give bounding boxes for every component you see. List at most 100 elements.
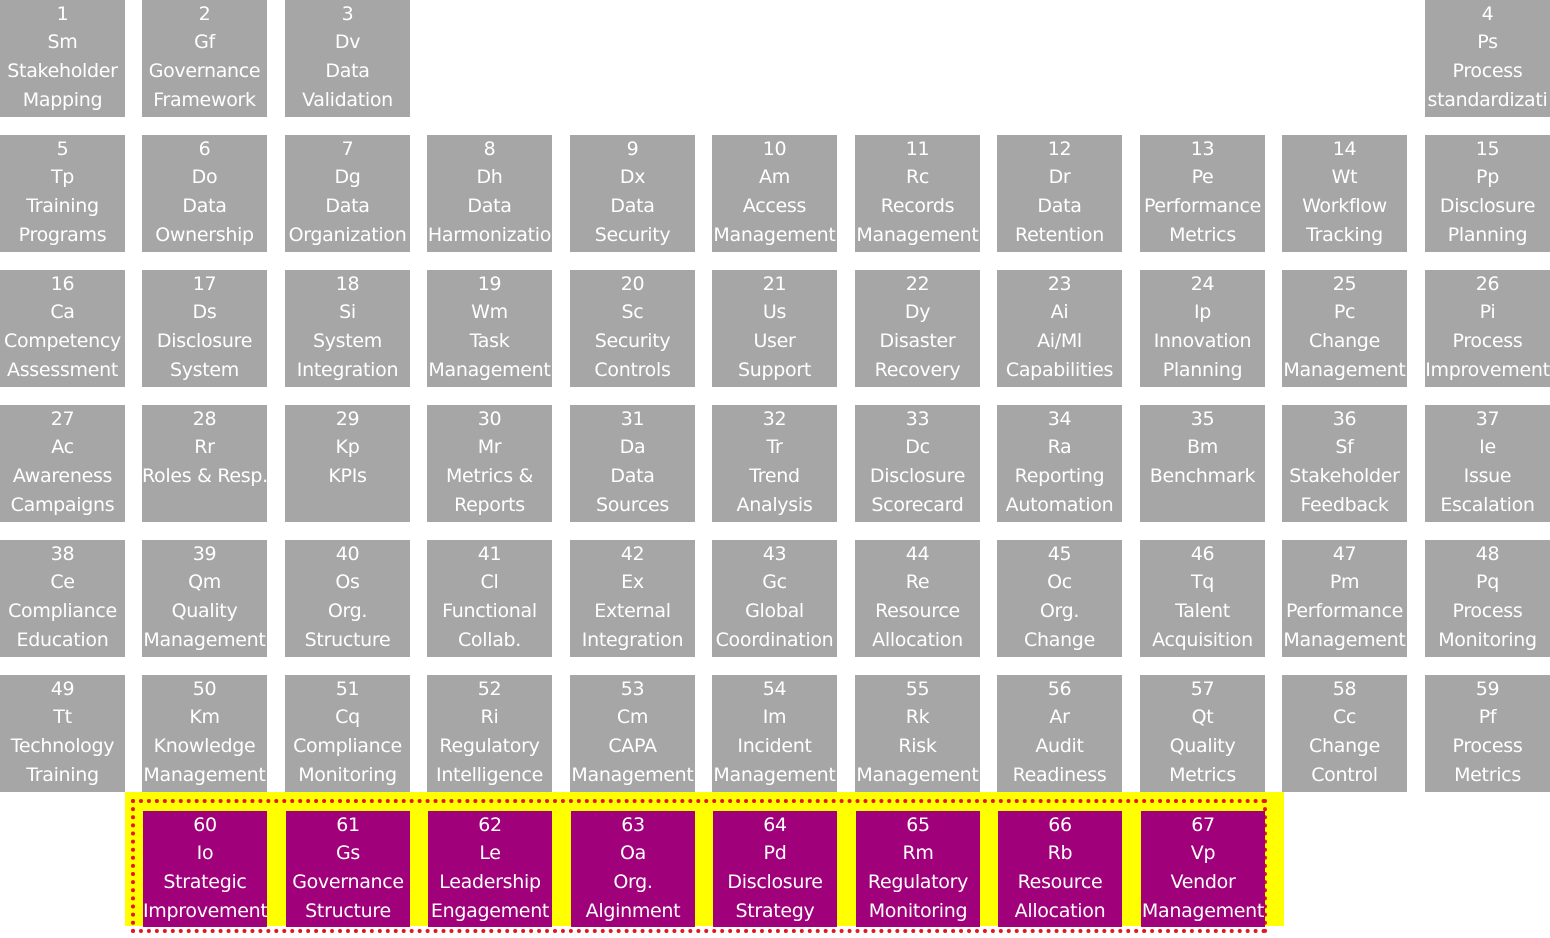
tile-number: 30 xyxy=(477,408,502,430)
element-tile-1[interactable]: 1 Sm Stakeholder Mapping xyxy=(0,0,125,117)
element-tile-58[interactable]: 58 Cc Change Control xyxy=(1282,675,1407,792)
element-tile-42[interactable]: 42 Ex External Integration xyxy=(570,540,695,657)
element-tile-46[interactable]: 46 Tq Talent Acquisition xyxy=(1140,540,1265,657)
tile-label-line2: Security xyxy=(594,224,671,246)
tile-number: 59 xyxy=(1475,678,1500,700)
element-tile-62[interactable]: 62 Le Leadership Engagement xyxy=(428,811,552,927)
element-tile-29[interactable]: 29 Kp KPIs xyxy=(285,405,410,522)
element-tile-12[interactable]: 12 Dr Data Retention xyxy=(997,135,1122,252)
tile-symbol: Pm xyxy=(1329,571,1360,593)
element-tile-67[interactable]: 67 Vp Vendor Management xyxy=(1141,811,1265,927)
element-tile-23[interactable]: 23 Ai Ai/Ml Capabilities xyxy=(997,270,1122,387)
element-tile-15[interactable]: 15 Pp Disclosure Planning xyxy=(1425,135,1550,252)
tile-symbol: Os xyxy=(335,571,360,593)
element-tile-3[interactable]: 3 Dv Data Validation xyxy=(285,0,410,117)
tile-number: 51 xyxy=(335,678,360,700)
element-tile-16[interactable]: 16 Ca Competency Assessment xyxy=(0,270,125,387)
tile-label-line1: Reporting xyxy=(1014,465,1105,487)
tile-label-line2: Assessment xyxy=(7,359,118,381)
element-tile-32[interactable]: 32 Tr Trend Analysis xyxy=(712,405,837,522)
element-tile-21[interactable]: 21 Us User Support xyxy=(712,270,837,387)
element-tile-49[interactable]: 49 Tt Technology Training xyxy=(0,675,125,792)
element-tile-57[interactable]: 57 Qt Quality Metrics xyxy=(1140,675,1265,792)
element-tile-17[interactable]: 17 Ds Disclosure System xyxy=(142,270,267,387)
tile-symbol: Cl xyxy=(480,571,499,593)
element-tile-50[interactable]: 50 Km Knowledge Management xyxy=(142,675,267,792)
element-tile-66[interactable]: 66 Rb Resource Allocation xyxy=(998,811,1122,927)
tile-symbol: Oa xyxy=(620,842,646,864)
tile-number: 61 xyxy=(336,814,360,836)
element-tile-13[interactable]: 13 Pe Performance Metrics xyxy=(1140,135,1265,252)
element-tile-2[interactable]: 2 Gf Governance Framework xyxy=(142,0,267,117)
element-tile-36[interactable]: 36 Sf Stakeholder Feedback xyxy=(1282,405,1407,522)
element-tile-45[interactable]: 45 Oc Org. Change xyxy=(997,540,1122,657)
element-tile-25[interactable]: 25 Pc Change Management xyxy=(1282,270,1407,387)
element-tile-48[interactable]: 48 Pq Process Monitoring xyxy=(1425,540,1550,657)
element-tile-56[interactable]: 56 Ar Audit Readiness xyxy=(997,675,1122,792)
element-tile-30[interactable]: 30 Mr Metrics & Reports xyxy=(427,405,552,522)
element-tile-28[interactable]: 28 Rr Roles & Resp. xyxy=(142,405,267,522)
tile-label-line2: Support xyxy=(737,359,811,381)
tile-label-line2: Metrics xyxy=(1169,224,1236,246)
element-tile-11[interactable]: 11 Rc Records Management xyxy=(855,135,980,252)
tile-label-line2: Management xyxy=(143,764,266,786)
element-tile-65[interactable]: 65 Rm Regulatory Monitoring xyxy=(856,811,980,927)
element-tile-47[interactable]: 47 Pm Performance Management xyxy=(1282,540,1407,657)
element-tile-7[interactable]: 7 Dg Data Organization xyxy=(285,135,410,252)
element-tile-40[interactable]: 40 Os Org. Structure xyxy=(285,540,410,657)
element-tile-37[interactable]: 37 Ie Issue Escalation xyxy=(1425,405,1550,522)
tile-number: 1 xyxy=(56,3,69,25)
element-tile-33[interactable]: 33 Dc Disclosure Scorecard xyxy=(855,405,980,522)
tile-number: 14 xyxy=(1332,138,1357,160)
element-tile-64[interactable]: 64 Pd Disclosure Strategy xyxy=(713,811,837,927)
tile-label-line1: KPIs xyxy=(328,465,367,487)
element-tile-9[interactable]: 9 Dx Data Security xyxy=(570,135,695,252)
element-tile-44[interactable]: 44 Re Resource Allocation xyxy=(855,540,980,657)
element-tile-54[interactable]: 54 Im Incident Management xyxy=(712,675,837,792)
tile-label-line1: Resource xyxy=(875,600,960,622)
element-tile-51[interactable]: 51 Cq Compliance Monitoring xyxy=(285,675,410,792)
element-tile-24[interactable]: 24 Ip Innovation Planning xyxy=(1140,270,1265,387)
element-tile-53[interactable]: 53 Cm CAPA Management xyxy=(570,675,695,792)
tile-label-line2: Recovery xyxy=(874,359,961,381)
element-tile-31[interactable]: 31 Da Data Sources xyxy=(570,405,695,522)
element-tile-14[interactable]: 14 Wt Workflow Tracking xyxy=(1282,135,1407,252)
tile-label-line1: Data xyxy=(325,195,370,217)
element-tile-59[interactable]: 59 Pf Process Metrics xyxy=(1425,675,1550,792)
tile-number: 49 xyxy=(50,678,75,700)
element-tile-43[interactable]: 43 Gc Global Coordination xyxy=(712,540,837,657)
element-tile-55[interactable]: 55 Rk Risk Management xyxy=(855,675,980,792)
tile-symbol: Bm xyxy=(1187,436,1218,458)
element-tile-5[interactable]: 5 Tp Training Programs xyxy=(0,135,125,252)
element-tile-61[interactable]: 61 Gs Governance Structure xyxy=(286,811,410,927)
tile-symbol: Rc xyxy=(905,166,930,188)
element-tile-20[interactable]: 20 Sc Security Controls xyxy=(570,270,695,387)
element-tile-52[interactable]: 52 Ri Regulatory Intelligence xyxy=(427,675,552,792)
element-tile-8[interactable]: 8 Dh Data Harmonizatio xyxy=(427,135,552,252)
element-tile-35[interactable]: 35 Bm Benchmark xyxy=(1140,405,1265,522)
element-tile-27[interactable]: 27 Ac Awareness Campaigns xyxy=(0,405,125,522)
tile-number: 32 xyxy=(762,408,787,430)
tile-label-line1: Competency xyxy=(3,330,122,352)
element-tile-18[interactable]: 18 Si System Integration xyxy=(285,270,410,387)
tile-label-line1: Functional xyxy=(442,600,537,622)
element-tile-34[interactable]: 34 Ra Reporting Automation xyxy=(997,405,1122,522)
element-tile-39[interactable]: 39 Qm Quality Management xyxy=(142,540,267,657)
element-tile-41[interactable]: 41 Cl Functional Collab. xyxy=(427,540,552,657)
element-tile-26[interactable]: 26 Pi Process Improvement xyxy=(1425,270,1550,387)
element-tile-38[interactable]: 38 Ce Compliance Education xyxy=(0,540,125,657)
element-tile-10[interactable]: 10 Am Access Management xyxy=(712,135,837,252)
tile-label-line2: Allocation xyxy=(872,629,963,651)
tile-number: 44 xyxy=(905,543,930,565)
tile-number: 65 xyxy=(906,814,930,836)
element-tile-22[interactable]: 22 Dy Disaster Recovery xyxy=(855,270,980,387)
element-tile-6[interactable]: 6 Do Data Ownership xyxy=(142,135,267,252)
tile-number: 60 xyxy=(193,814,217,836)
element-tile-63[interactable]: 63 Oa Org. Alginment xyxy=(571,811,695,927)
tile-label-line1: Issue xyxy=(1463,465,1512,487)
tile-label-line2: Campaigns xyxy=(10,494,115,516)
tile-label-line2: Planning xyxy=(1162,359,1243,381)
element-tile-19[interactable]: 19 Wm Task Management xyxy=(427,270,552,387)
element-tile-60[interactable]: 60 Io Strategic Improvement xyxy=(143,811,267,927)
element-tile-4[interactable]: 4 Ps Process standardizati xyxy=(1425,0,1550,117)
